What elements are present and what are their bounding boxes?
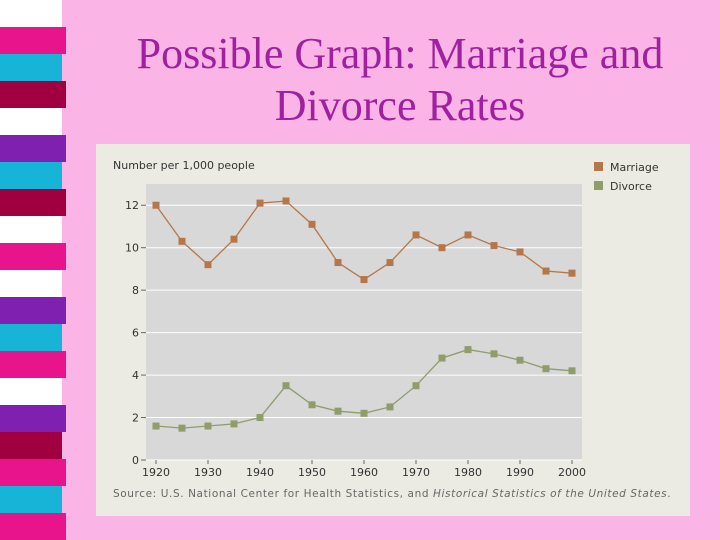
stripe-segment bbox=[0, 162, 62, 189]
data-point-divorce bbox=[178, 424, 186, 432]
decorative-stripe bbox=[0, 0, 70, 540]
source-prefix: Source: U.S. National Center for Health … bbox=[113, 488, 434, 500]
data-point-divorce bbox=[412, 382, 420, 390]
x-tick-label: 1990 bbox=[506, 466, 534, 479]
y-tick-label: 10 bbox=[125, 242, 139, 255]
legend-label-marriage: Marriage bbox=[610, 161, 659, 174]
data-point-divorce bbox=[282, 382, 290, 390]
x-tick-label: 1920 bbox=[142, 466, 170, 479]
stripe-segment bbox=[0, 216, 62, 243]
stripe-segment bbox=[0, 81, 66, 108]
data-point-divorce bbox=[334, 407, 342, 415]
stripe-segment bbox=[0, 297, 66, 324]
data-point-marriage bbox=[230, 235, 238, 243]
slide-title-line-1: Possible Graph: Marriage and bbox=[136, 29, 664, 78]
data-point-marriage bbox=[516, 248, 524, 256]
data-point-marriage bbox=[282, 197, 290, 205]
stripe-segment bbox=[0, 270, 62, 297]
stripe-segment bbox=[0, 432, 62, 459]
data-point-divorce bbox=[152, 422, 160, 430]
data-point-marriage bbox=[204, 261, 212, 269]
legend-swatch-divorce bbox=[594, 181, 603, 190]
data-point-divorce bbox=[490, 350, 498, 358]
slide-title-line-2: Divorce Rates bbox=[274, 81, 526, 130]
data-point-divorce bbox=[516, 356, 524, 364]
stripe-segment bbox=[0, 189, 66, 216]
x-tick-label: 2000 bbox=[558, 466, 586, 479]
plot-area bbox=[146, 184, 582, 460]
data-point-marriage bbox=[568, 269, 576, 277]
data-point-marriage bbox=[464, 231, 472, 239]
stripe-segment bbox=[0, 486, 62, 513]
data-point-divorce bbox=[308, 401, 316, 409]
data-point-divorce bbox=[230, 420, 238, 428]
data-point-divorce bbox=[204, 422, 212, 430]
legend-swatch-marriage bbox=[594, 162, 603, 171]
stripe-segment bbox=[0, 135, 66, 162]
data-point-marriage bbox=[360, 276, 368, 284]
data-point-marriage bbox=[308, 220, 316, 228]
source-suffix: . bbox=[667, 488, 672, 500]
source-note: Source: U.S. National Center for Health … bbox=[113, 488, 671, 500]
data-point-marriage bbox=[178, 237, 186, 245]
y-axis-label: Number per 1,000 people bbox=[113, 159, 255, 172]
data-point-divorce bbox=[568, 367, 576, 375]
data-point-divorce bbox=[464, 346, 472, 354]
chart-panel: 0 2 4 6 8 10 12 1920 1930 1940 1950 1960 1970 1980 199… bbox=[96, 144, 690, 516]
y-tick-label: 12 bbox=[125, 199, 139, 212]
line-chart: 0 2 4 6 8 10 12 1920 1930 1940 1950 1960 1970 1980 199… bbox=[113, 159, 659, 479]
data-point-marriage bbox=[386, 259, 394, 267]
stripe-segment bbox=[0, 243, 66, 270]
data-point-marriage bbox=[152, 201, 160, 209]
x-tick-label: 1970 bbox=[402, 466, 430, 479]
stripe-segment bbox=[0, 27, 66, 54]
y-tick-label: 4 bbox=[132, 369, 139, 382]
data-point-marriage bbox=[412, 231, 420, 239]
x-tick-label: 1980 bbox=[454, 466, 482, 479]
data-point-marriage bbox=[438, 244, 446, 252]
data-point-marriage bbox=[490, 242, 498, 250]
data-point-marriage bbox=[256, 199, 264, 207]
data-point-divorce bbox=[542, 365, 550, 373]
stripe-segment bbox=[0, 351, 66, 378]
data-point-marriage bbox=[334, 259, 342, 267]
data-point-marriage bbox=[542, 267, 550, 275]
stripe-segment bbox=[0, 405, 66, 432]
stripe-segment bbox=[0, 54, 62, 81]
stripe-segment bbox=[0, 108, 62, 135]
y-tick-label: 8 bbox=[132, 284, 139, 297]
data-point-divorce bbox=[438, 354, 446, 362]
y-tick-label: 0 bbox=[132, 454, 139, 467]
stripe-segment bbox=[0, 0, 62, 27]
stripe-segment bbox=[0, 324, 62, 351]
data-point-divorce bbox=[256, 414, 264, 422]
stripe-segment bbox=[0, 513, 66, 540]
y-tick-label: 6 bbox=[132, 327, 139, 340]
y-tick-label: 2 bbox=[132, 412, 139, 425]
stripe-segment bbox=[0, 378, 62, 405]
source-title: Historical Statistics of the United Stat… bbox=[433, 488, 668, 500]
x-tick-label: 1950 bbox=[298, 466, 326, 479]
legend-label-divorce: Divorce bbox=[610, 180, 652, 193]
stripe-segment bbox=[0, 459, 66, 486]
slide-title: Possible Graph: Marriage and Divorce Rat… bbox=[90, 28, 710, 132]
x-tick-label: 1960 bbox=[350, 466, 378, 479]
data-point-divorce bbox=[360, 409, 368, 417]
x-tick-label: 1930 bbox=[194, 466, 222, 479]
data-point-divorce bbox=[386, 403, 394, 411]
x-tick-label: 1940 bbox=[246, 466, 274, 479]
